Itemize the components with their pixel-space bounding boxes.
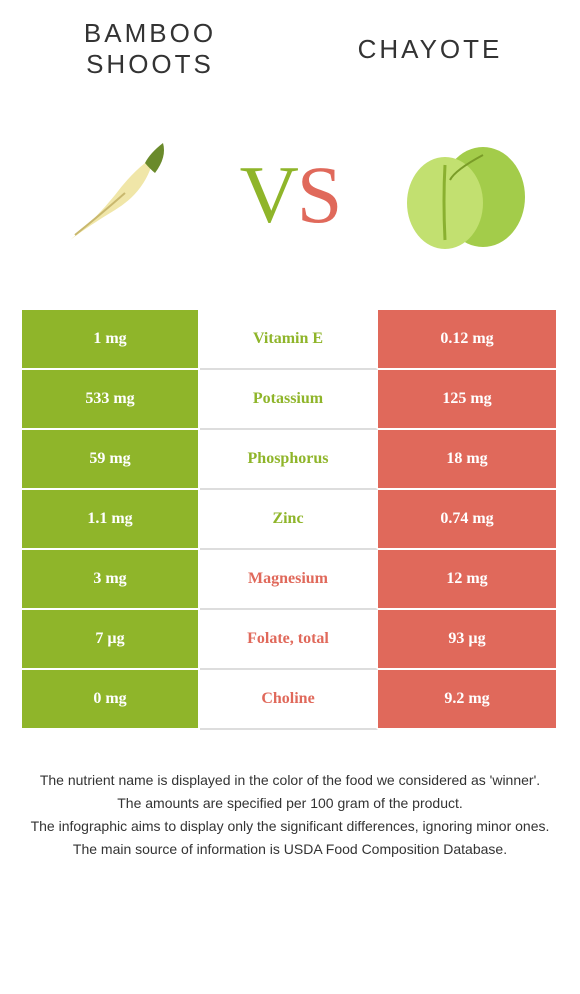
right-value: 93 µg [378,610,556,670]
nutrient-name: Potassium [200,370,378,430]
bamboo-icon [45,125,185,265]
left-value: 3 mg [22,550,200,610]
right-value: 0.74 mg [378,490,556,550]
table-row: 7 µgFolate, total93 µg [22,610,558,670]
left-value: 1.1 mg [22,490,200,550]
table-row: 1.1 mgZinc0.74 mg [22,490,558,550]
left-value: 0 mg [22,670,200,730]
footer-line-3: The infographic aims to display only the… [22,816,558,837]
nutrient-name: Choline [200,670,378,730]
header-left: BAMBOO SHOOTS [50,18,250,80]
footer-line-1: The nutrient name is displayed in the co… [22,770,558,791]
header-right: CHAYOTE [330,18,530,80]
nutrient-name: Folate, total [200,610,378,670]
chayote-image [390,120,540,270]
left-value: 1 mg [22,310,200,370]
right-food-title: CHAYOTE [358,34,503,65]
nutrient-name: Phosphorus [200,430,378,490]
footer-notes: The nutrient name is displayed in the co… [0,730,580,860]
images-row: VS [0,90,580,310]
nutrient-name: Magnesium [200,550,378,610]
right-value: 125 mg [378,370,556,430]
right-value: 9.2 mg [378,670,556,730]
table-row: 1 mgVitamin E0.12 mg [22,310,558,370]
footer-line-2: The amounts are specified per 100 gram o… [22,793,558,814]
left-food-title: BAMBOO SHOOTS [50,18,250,80]
right-value: 18 mg [378,430,556,490]
vs-s: S [297,149,341,240]
header-row: BAMBOO SHOOTS CHAYOTE [0,0,580,90]
nutrient-name: Vitamin E [200,310,378,370]
nutrient-name: Zinc [200,490,378,550]
table-row: 3 mgMagnesium12 mg [22,550,558,610]
table-row: 533 mgPotassium125 mg [22,370,558,430]
chayote-icon [395,125,535,265]
comparison-table: 1 mgVitamin E0.12 mg533 mgPotassium125 m… [22,310,558,730]
table-row: 0 mgCholine9.2 mg [22,670,558,730]
table-row: 59 mgPhosphorus18 mg [22,430,558,490]
left-value: 533 mg [22,370,200,430]
left-value: 7 µg [22,610,200,670]
vs-v: V [240,149,297,240]
right-value: 0.12 mg [378,310,556,370]
vs-label: VS [240,148,341,242]
bamboo-shoots-image [40,120,190,270]
left-value: 59 mg [22,430,200,490]
right-value: 12 mg [378,550,556,610]
footer-line-4: The main source of information is USDA F… [22,839,558,860]
